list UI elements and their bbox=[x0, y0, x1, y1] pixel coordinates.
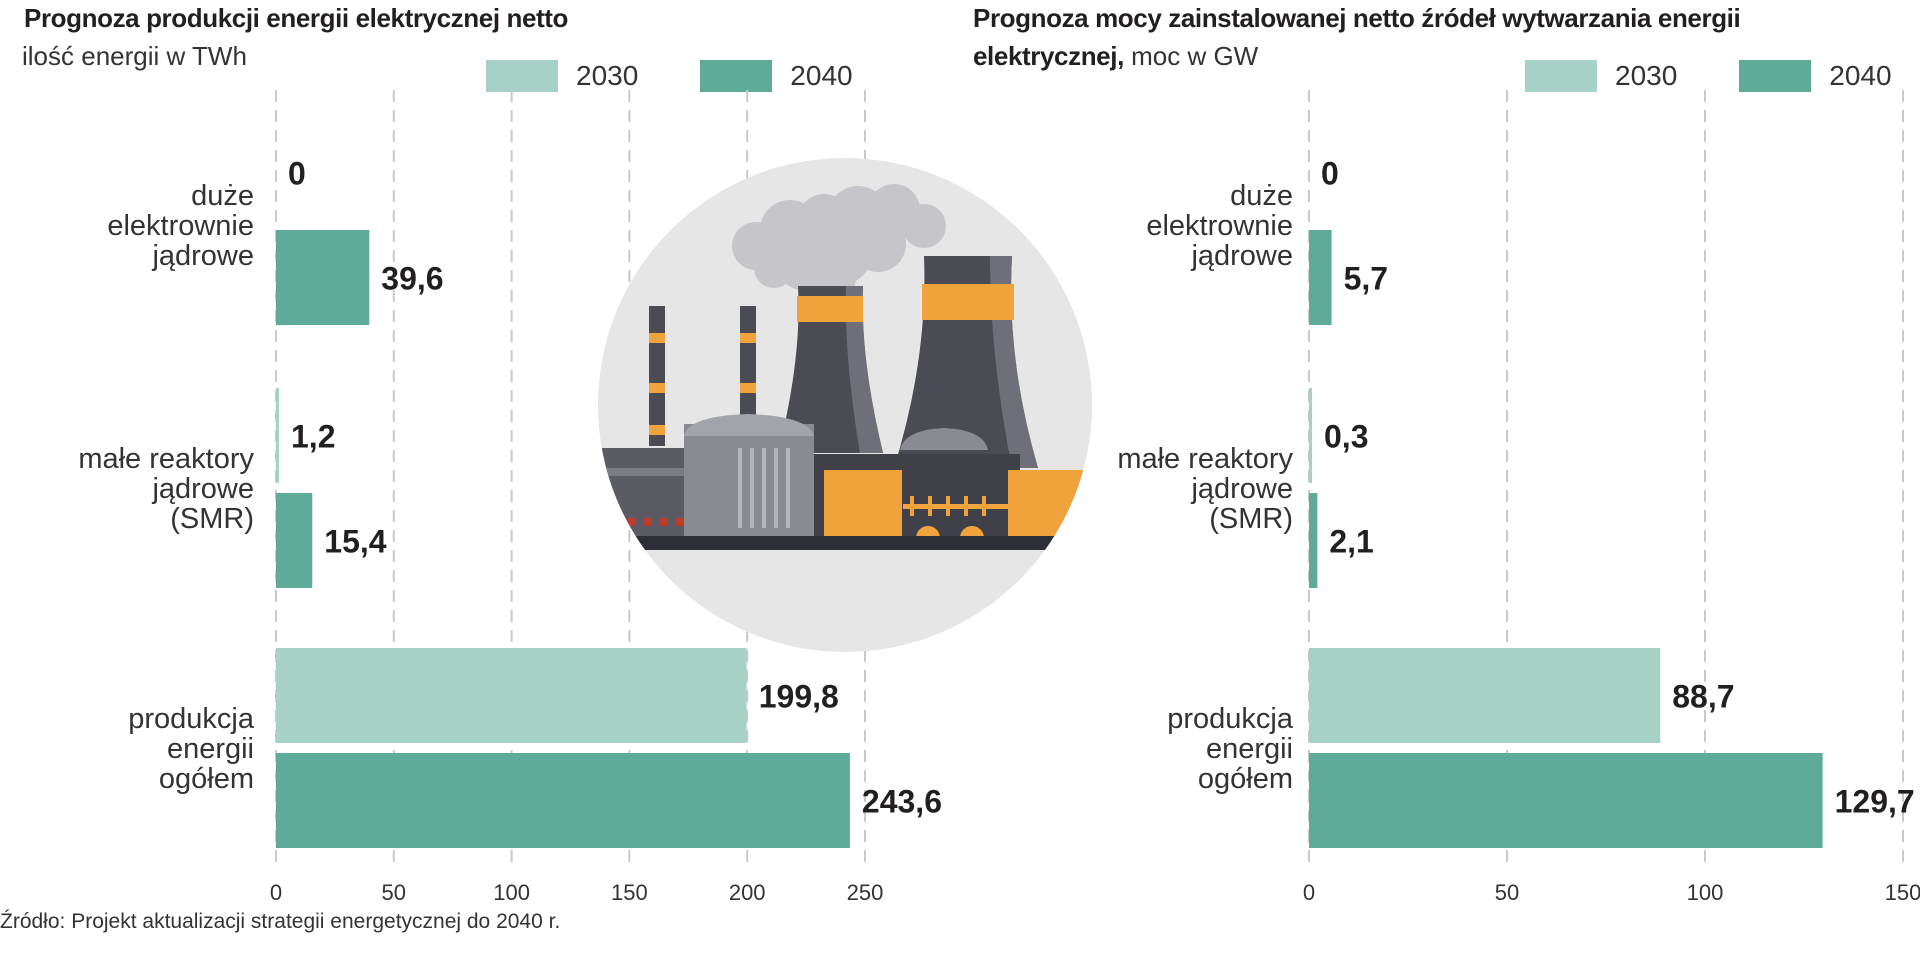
right-bar-2040 bbox=[1309, 493, 1318, 588]
right-bar-chart: 0 50 100 150 0 5,7 duże elektrownie jądrowe 0,3 2,… bbox=[1117, 90, 1920, 905]
left-chart-title: Prognoza produkcji energii elektrycznej … bbox=[24, 3, 569, 33]
right-category-label: małe reaktory jądrowe (SMR) bbox=[1117, 443, 1293, 535]
left-legend: 2030 2040 bbox=[486, 60, 915, 92]
left-value-label: 0 bbox=[288, 156, 306, 192]
left-tick-label: 150 bbox=[611, 880, 648, 905]
left-tick-label: 50 bbox=[382, 880, 406, 905]
right-category-label: produkcja energii ogółem bbox=[1167, 703, 1294, 795]
nuclear-power-plant-icon bbox=[598, 158, 1092, 652]
right-chart-title-line2: elektrycznej, bbox=[973, 41, 1124, 71]
left-category-label: małe reaktory jądrowe (SMR) bbox=[78, 443, 254, 535]
right-category-label: duże elektrownie jądrowe bbox=[1146, 180, 1293, 272]
legend-label-2040: 2040 bbox=[790, 60, 853, 91]
legend-item-2040: 2040 bbox=[700, 60, 853, 92]
right-value-label: 2,1 bbox=[1329, 524, 1373, 560]
legend-label-2040: 2040 bbox=[1829, 60, 1892, 91]
legend-item-2040: 2040 bbox=[1739, 60, 1892, 92]
right-value-label: 0,3 bbox=[1324, 419, 1368, 455]
legend-label-2030: 2030 bbox=[1615, 60, 1678, 91]
left-tick-label: 100 bbox=[493, 880, 530, 905]
right-bar-2040 bbox=[1309, 230, 1332, 325]
left-bar-2040 bbox=[276, 493, 313, 588]
left-tick-label: 200 bbox=[729, 880, 766, 905]
right-bar-2030 bbox=[1309, 388, 1312, 483]
legend-swatch-2030 bbox=[486, 60, 558, 92]
left-bar-chart: 0 50 100 150 200 250 0 39,6 duże elektrownie jądro… bbox=[78, 90, 942, 905]
left-bar-2030 bbox=[276, 388, 279, 483]
legend-swatch-2030 bbox=[1525, 60, 1597, 92]
left-tick-label: 250 bbox=[847, 880, 884, 905]
legend-swatch-2040 bbox=[700, 60, 773, 92]
left-value-label: 15,4 bbox=[324, 524, 386, 560]
right-value-label: 0 bbox=[1321, 156, 1339, 192]
legend-label-2030: 2030 bbox=[576, 60, 639, 91]
left-bar-2030 bbox=[276, 648, 747, 743]
left-value-label: 243,6 bbox=[862, 784, 942, 820]
left-value-label: 39,6 bbox=[381, 261, 443, 297]
right-value-label: 129,7 bbox=[1835, 784, 1915, 820]
left-category-label: produkcja energii ogółem bbox=[128, 703, 255, 795]
left-value-label: 1,2 bbox=[291, 419, 335, 455]
left-category-label: duże elektrownie jądrowe bbox=[107, 180, 254, 272]
left-bar-2040 bbox=[276, 230, 370, 325]
legend-item-2030: 2030 bbox=[486, 60, 638, 92]
left-value-label: 199,8 bbox=[759, 679, 839, 715]
right-tick-label: 50 bbox=[1495, 880, 1519, 905]
left-bar-2040 bbox=[276, 753, 850, 848]
right-chart-title: Prognoza mocy zainstalowanej netto źróde… bbox=[973, 3, 1741, 33]
right-tick-label: 150 bbox=[1885, 880, 1920, 905]
left-tick-label: 0 bbox=[270, 880, 282, 905]
source-note: Źródło: Projekt aktualizacji strategii e… bbox=[0, 910, 561, 933]
right-tick-label: 100 bbox=[1687, 880, 1724, 905]
legend-swatch-2040 bbox=[1739, 60, 1812, 92]
right-chart-unit: moc w GW bbox=[1123, 41, 1259, 71]
right-tick-label: 0 bbox=[1303, 880, 1315, 905]
right-bar-2030 bbox=[1309, 648, 1661, 743]
right-value-label: 88,7 bbox=[1672, 679, 1734, 715]
right-value-label: 5,7 bbox=[1344, 261, 1388, 297]
right-legend: 2030 2040 bbox=[1525, 60, 1892, 92]
legend-item-2030: 2030 bbox=[1525, 60, 1677, 92]
right-chart-subtitle: elektrycznej, moc w GW bbox=[973, 40, 1258, 72]
left-chart-subtitle: ilość energii w TWh bbox=[22, 41, 247, 71]
right-bar-2040 bbox=[1309, 753, 1823, 848]
